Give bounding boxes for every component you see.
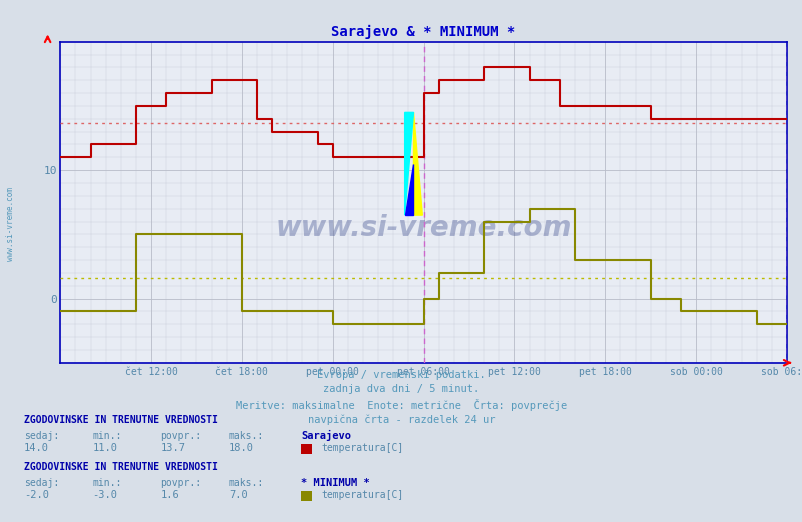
Text: temperatura[C]: temperatura[C] xyxy=(321,443,403,453)
Text: ZGODOVINSKE IN TRENUTNE VREDNOSTI: ZGODOVINSKE IN TRENUTNE VREDNOSTI xyxy=(24,462,217,472)
Text: -2.0: -2.0 xyxy=(24,490,49,500)
Text: www.si-vreme.com: www.si-vreme.com xyxy=(275,214,571,242)
Text: 7.0: 7.0 xyxy=(229,490,247,500)
Text: temperatura[C]: temperatura[C] xyxy=(321,490,403,500)
Text: povpr.:: povpr.: xyxy=(160,478,201,488)
Text: maks.:: maks.: xyxy=(229,431,264,441)
Text: 18.0: 18.0 xyxy=(229,443,253,453)
Text: www.si-vreme.com: www.si-vreme.com xyxy=(6,187,15,262)
Text: 11.0: 11.0 xyxy=(92,443,117,453)
Polygon shape xyxy=(404,164,413,215)
Text: -3.0: -3.0 xyxy=(92,490,117,500)
Text: * MINIMUM *: * MINIMUM * xyxy=(301,478,370,488)
Polygon shape xyxy=(404,112,413,215)
Text: 13.7: 13.7 xyxy=(160,443,185,453)
Text: 1.6: 1.6 xyxy=(160,490,179,500)
Text: 14.0: 14.0 xyxy=(24,443,49,453)
Text: povpr.:: povpr.: xyxy=(160,431,201,441)
Text: Evropa / vremenski podatki.
zadnja dva dni / 5 minut.
Meritve: maksimalne  Enote: Evropa / vremenski podatki. zadnja dva d… xyxy=(236,370,566,425)
Text: sedaj:: sedaj: xyxy=(24,478,59,488)
Text: maks.:: maks.: xyxy=(229,478,264,488)
Text: min.:: min.: xyxy=(92,431,122,441)
Polygon shape xyxy=(413,112,422,215)
Text: min.:: min.: xyxy=(92,478,122,488)
Text: sedaj:: sedaj: xyxy=(24,431,59,441)
Text: Sarajevo: Sarajevo xyxy=(301,430,350,441)
Title: Sarajevo & * MINIMUM *: Sarajevo & * MINIMUM * xyxy=(331,25,515,39)
Text: ZGODOVINSKE IN TRENUTNE VREDNOSTI: ZGODOVINSKE IN TRENUTNE VREDNOSTI xyxy=(24,416,217,425)
